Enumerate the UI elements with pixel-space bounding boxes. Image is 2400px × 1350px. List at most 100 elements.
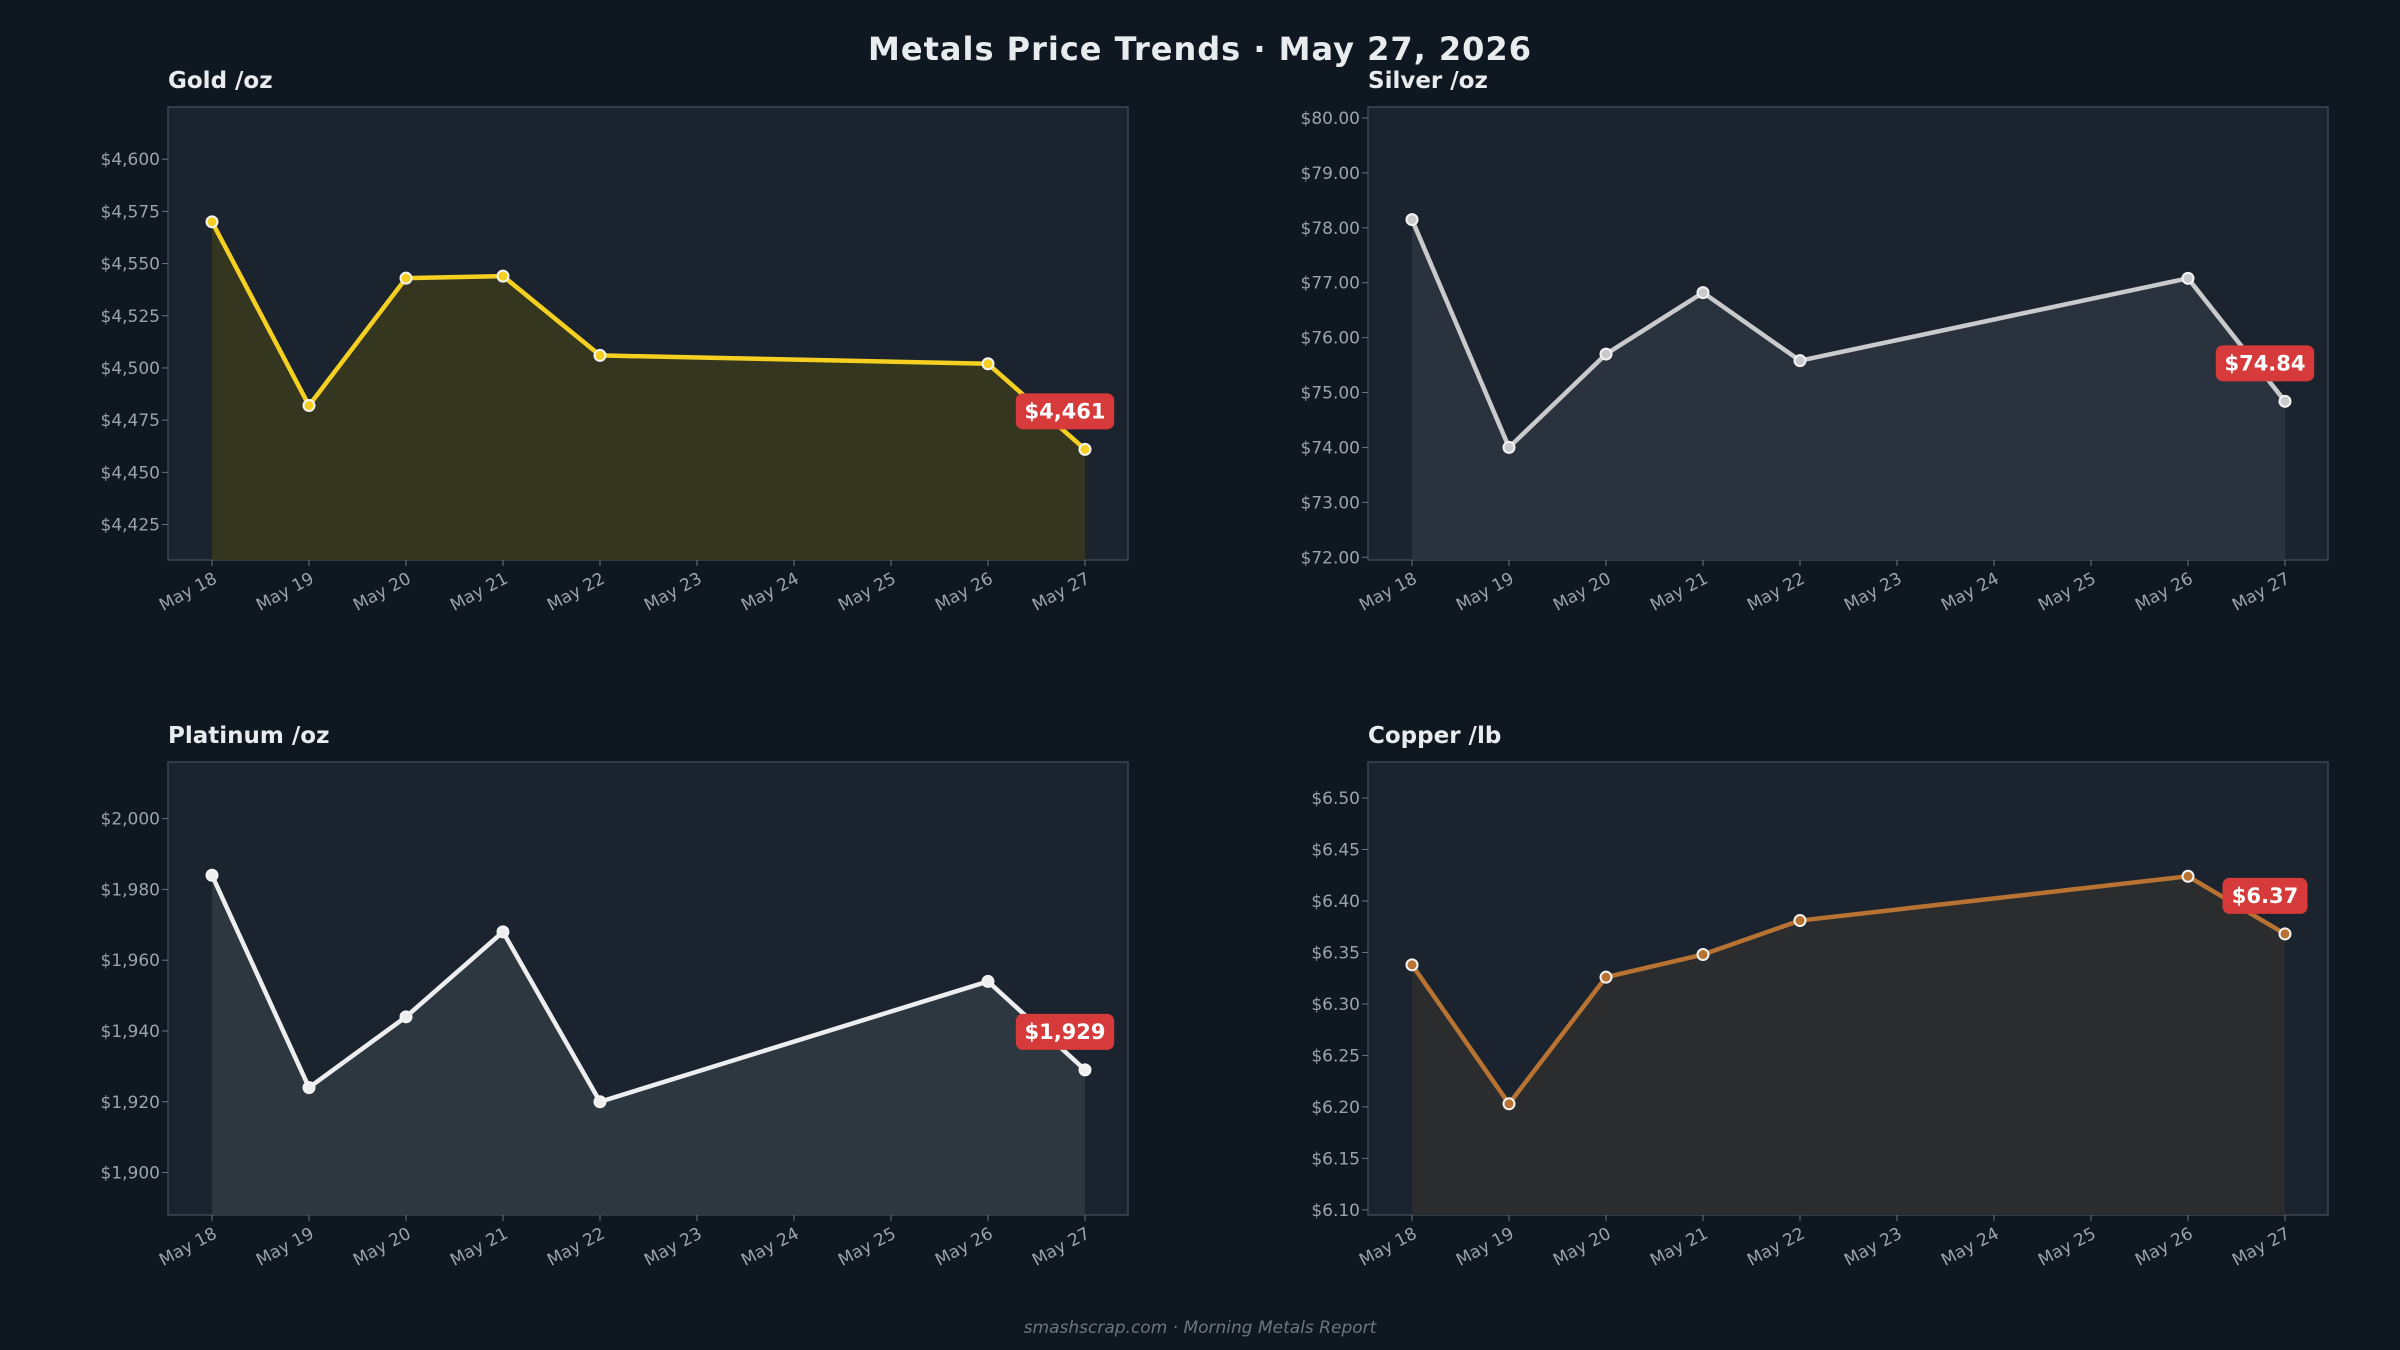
copper-data-point <box>1793 914 1807 928</box>
silver-chart-title: Silver /oz <box>1368 68 1488 94</box>
copper-x-tick-label: May 23 <box>1841 1224 1905 1271</box>
silver-data-point <box>1405 213 1419 227</box>
gold-x-tick-label: May 22 <box>544 569 608 616</box>
copper-y-tick-label: $6.25 <box>1311 1046 1360 1066</box>
platinum-y-tick-label: $1,920 <box>101 1093 160 1113</box>
silver-chart: Silver /oz $72.00 $73.00 $74.00 $75.00 $76.00… <box>1301 68 2329 616</box>
silver-x-tick-label: May 26 <box>2132 569 2196 616</box>
gold-y-tick-label: $4,550 <box>101 255 160 275</box>
gold-chart-title: Gold /oz <box>168 68 273 94</box>
platinum-y-tick-label: $1,980 <box>101 880 160 900</box>
copper-data-point <box>1405 958 1419 972</box>
silver-y-tick-label: $72.00 <box>1301 548 1360 568</box>
gold-y-tick-label: $4,525 <box>101 307 160 327</box>
silver-x-tick-label: May 18 <box>1356 569 1420 616</box>
silver-x-tick-label: May 22 <box>1744 569 1808 616</box>
platinum-data-point <box>1078 1063 1092 1077</box>
copper-data-point <box>1502 1097 1516 1111</box>
gold-x-tick-label: May 21 <box>447 569 511 616</box>
gold-data-point <box>399 271 413 285</box>
copper-latest-price: $6.37 <box>2232 884 2298 908</box>
gold-x-tick-label: May 26 <box>932 569 996 616</box>
platinum-y-tick-label: $2,000 <box>101 810 160 830</box>
footer-credit: smashscrap.com · Morning Metals Report <box>1023 1318 1377 1338</box>
gold-y-tick-label: $4,575 <box>101 202 160 222</box>
platinum-area-fill <box>212 875 1085 1215</box>
gold-x-tick-label: May 24 <box>738 569 802 616</box>
gold-chart: Gold /oz $4,425 $4,450 $4,475 $4,500 $4,525 $4… <box>101 68 1129 616</box>
silver-y-tick-label: $79.00 <box>1301 164 1360 184</box>
platinum-data-point <box>205 868 219 882</box>
copper-y-tick-label: $6.45 <box>1311 841 1360 861</box>
platinum-x-tick-label: May 25 <box>835 1224 899 1271</box>
copper-y-tick-label: $6.50 <box>1311 789 1360 809</box>
silver-data-point <box>2278 394 2292 408</box>
gold-x-tick-label: May 25 <box>835 569 899 616</box>
silver-y-tick-label: $74.00 <box>1301 438 1360 458</box>
copper-x-tick-label: May 27 <box>2229 1224 2293 1271</box>
platinum-data-point <box>593 1095 607 1109</box>
gold-y-tick-label: $4,500 <box>101 359 160 379</box>
platinum-chart-title: Platinum /oz <box>168 723 329 749</box>
platinum-x-tick-label: May 26 <box>932 1224 996 1271</box>
platinum-data-point <box>302 1081 316 1095</box>
copper-x-tick-label: May 22 <box>1744 1224 1808 1271</box>
silver-y-tick-label: $76.00 <box>1301 329 1360 349</box>
platinum-x-tick-label: May 19 <box>253 1224 317 1271</box>
silver-x-tick-label: May 21 <box>1647 569 1711 616</box>
silver-data-point <box>1696 286 1710 300</box>
copper-area-fill <box>1412 876 2285 1215</box>
copper-x-tick-label: May 20 <box>1550 1224 1614 1271</box>
gold-data-point <box>593 348 607 362</box>
silver-x-tick-label: May 23 <box>1841 569 1905 616</box>
silver-data-point <box>1502 440 1516 454</box>
platinum-x-tick-label: May 23 <box>641 1224 705 1271</box>
copper-chart-title: Copper /lb <box>1368 723 1501 749</box>
platinum-x-tick-label: May 20 <box>350 1224 414 1271</box>
gold-y-tick-label: $4,450 <box>101 463 160 483</box>
copper-data-point <box>2278 927 2292 941</box>
copper-y-tick-label: $6.15 <box>1311 1149 1360 1169</box>
silver-x-tick-label: May 20 <box>1550 569 1614 616</box>
gold-x-tick-label: May 23 <box>641 569 705 616</box>
copper-data-point <box>1696 948 1710 962</box>
platinum-x-tick-label: May 22 <box>544 1224 608 1271</box>
platinum-data-point <box>496 925 510 939</box>
copper-y-tick-label: $6.10 <box>1311 1201 1360 1221</box>
platinum-data-point <box>399 1010 413 1024</box>
copper-y-tick-label: $6.30 <box>1311 995 1360 1015</box>
silver-data-point <box>2181 271 2195 285</box>
gold-y-tick-label: $4,600 <box>101 150 160 170</box>
platinum-x-tick-label: May 18 <box>156 1224 220 1271</box>
silver-data-point <box>1793 354 1807 368</box>
platinum-y-tick-label: $1,940 <box>101 1022 160 1042</box>
gold-y-tick-label: $4,475 <box>101 411 160 431</box>
gold-data-point <box>981 357 995 371</box>
platinum-latest-price: $1,929 <box>1024 1020 1105 1044</box>
gold-data-point <box>496 269 510 283</box>
copper-data-point <box>2181 869 2195 883</box>
silver-y-tick-label: $73.00 <box>1301 493 1360 513</box>
page-title: Metals Price Trends · May 27, 2026 <box>868 30 1532 68</box>
copper-chart: Copper /lb $6.10 $6.15 $6.20 $6.25 $6.30 $6.35… <box>1311 723 2329 1271</box>
silver-y-tick-label: $78.00 <box>1301 219 1360 239</box>
silver-latest-price: $74.84 <box>2224 351 2305 375</box>
copper-x-tick-label: May 21 <box>1647 1224 1711 1271</box>
platinum-y-tick-label: $1,900 <box>101 1164 160 1184</box>
platinum-chart: Platinum /oz $1,900 $1,920 $1,940 $1,960 $1,9… <box>101 723 1129 1271</box>
gold-area-fill <box>212 221 1085 560</box>
copper-y-tick-label: $6.20 <box>1311 1098 1360 1118</box>
gold-x-tick-label: May 20 <box>350 569 414 616</box>
copper-x-tick-label: May 25 <box>2035 1224 2099 1271</box>
copper-latest-badge <box>2222 877 2308 914</box>
silver-y-tick-label: $80.00 <box>1301 109 1360 129</box>
copper-data-point <box>1599 970 1613 984</box>
silver-y-tick-label: $77.00 <box>1301 274 1360 294</box>
silver-x-tick-label: May 24 <box>1938 569 2002 616</box>
platinum-latest-badge <box>1015 1013 1115 1050</box>
platinum-data-point <box>981 974 995 988</box>
gold-latest-badge <box>1015 393 1115 430</box>
gold-latest-price: $4,461 <box>1024 399 1105 423</box>
silver-latest-badge <box>2215 345 2315 382</box>
platinum-x-tick-label: May 21 <box>447 1224 511 1271</box>
